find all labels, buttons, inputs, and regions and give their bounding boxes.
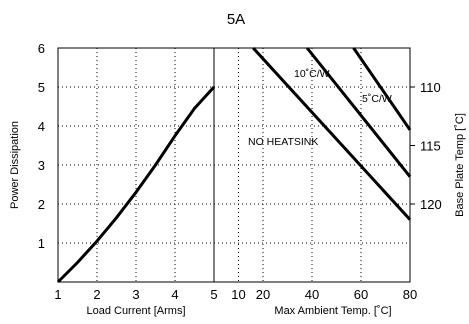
left-y-tick-label: 6 bbox=[38, 41, 45, 56]
left-grid bbox=[58, 48, 214, 282]
left-x-tick-label: 2 bbox=[93, 287, 100, 302]
left-x-axis-label: Load Current [Arms] bbox=[86, 305, 185, 317]
right-grid bbox=[214, 48, 410, 282]
right-x-tick-label: 10 bbox=[231, 287, 245, 302]
power-dissipation-curve bbox=[56, 85, 216, 284]
right-x-axis-label: Max Ambient Temp. [˚C] bbox=[274, 305, 391, 317]
left-y-tick-label: 3 bbox=[38, 158, 45, 173]
label-5-c-w: 5˚C/W bbox=[362, 93, 392, 105]
right-x-tick-label: 80 bbox=[403, 287, 417, 302]
left-tick-labels: 1 2 3 4 5 1 2 3 4 5 6 bbox=[38, 41, 218, 302]
left-y-axis-label: Power Dissipation bbox=[9, 121, 21, 209]
right-x-tick-label: 60 bbox=[354, 287, 368, 302]
left-y-tick-label: 1 bbox=[38, 236, 45, 251]
right-y-tick-label: 115 bbox=[420, 139, 441, 154]
right-y-tick-label: 110 bbox=[420, 80, 441, 95]
label-10-c-w: 10˚C/W bbox=[294, 68, 330, 80]
series-labels: NO HEATSINK 10˚C/W 5˚C/W bbox=[248, 68, 392, 148]
chart-title: 5A bbox=[227, 11, 245, 28]
right-tick-labels: 10 20 40 60 80 110 115 120 bbox=[231, 80, 441, 302]
label-no-heatsink: NO HEATSINK bbox=[248, 136, 318, 148]
plot-frame bbox=[57, 47, 411, 283]
right-x-tick-label: 40 bbox=[305, 287, 319, 302]
left-y-tick-label: 4 bbox=[38, 119, 45, 134]
left-x-tick-label: 3 bbox=[132, 287, 139, 302]
right-y-tick-label: 120 bbox=[420, 197, 442, 212]
line-5-c-w bbox=[352, 47, 412, 131]
left-x-tick-label: 4 bbox=[171, 287, 178, 302]
right-y-axis-label: Base Plate Temp [˚C] bbox=[454, 113, 466, 217]
left-y-tick-label: 2 bbox=[38, 197, 45, 212]
left-x-tick-label: 1 bbox=[54, 287, 61, 302]
left-x-tick-label: 5 bbox=[210, 287, 217, 302]
left-y-tick-label: 5 bbox=[38, 80, 45, 95]
right-x-tick-label: 20 bbox=[256, 287, 270, 302]
series-lines bbox=[56, 46, 412, 284]
line-no-heatsink bbox=[252, 46, 412, 221]
line-10-c-w bbox=[305, 47, 412, 178]
